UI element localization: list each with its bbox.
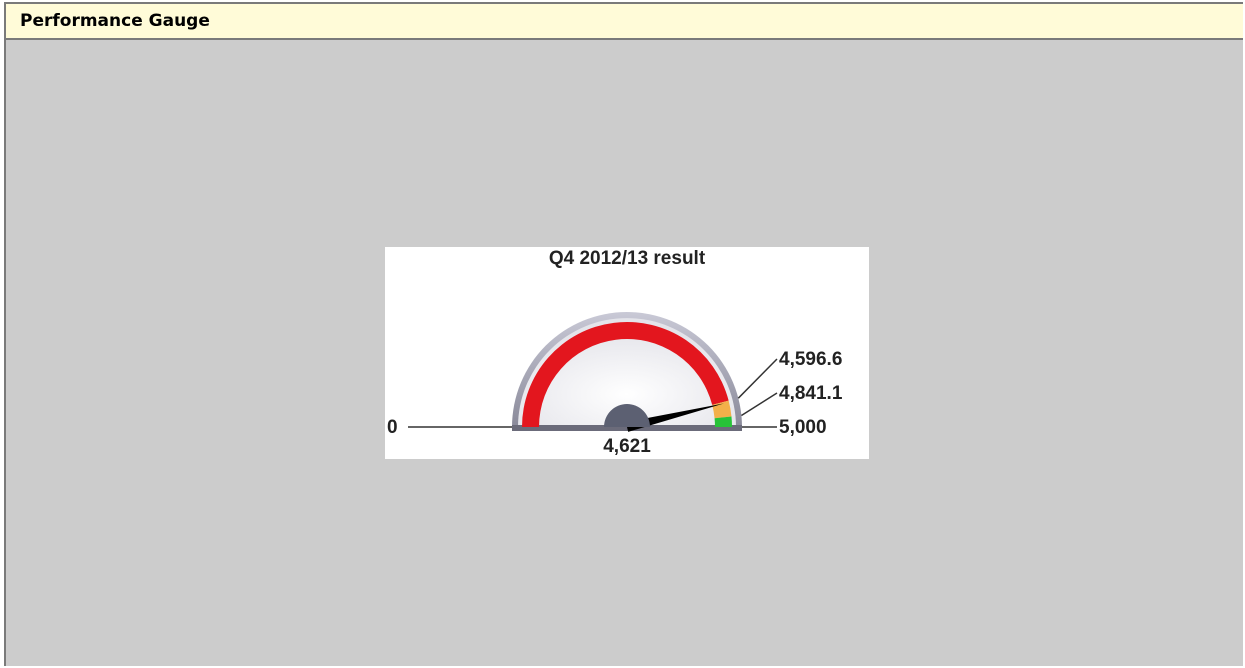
gauge-hub	[604, 404, 650, 427]
tick-leader	[741, 392, 778, 417]
tick-leader	[737, 358, 778, 399]
tick-label: 0	[387, 417, 398, 438]
panel: Performance Gauge	[4, 2, 1243, 666]
gauge-base	[512, 425, 742, 431]
gauge-needle	[625, 403, 725, 432]
tick-label: 4,841.1	[779, 383, 843, 404]
tick-label: 4,596.6	[779, 349, 842, 370]
tick-label: 5,000	[779, 417, 827, 438]
gauge-band	[522, 322, 729, 427]
chart-title: Q4 2012/13 result	[549, 248, 706, 269]
gauge-band	[714, 416, 733, 427]
panel-title: Performance Gauge	[6, 4, 1243, 40]
value-label: 4,621	[603, 436, 651, 457]
